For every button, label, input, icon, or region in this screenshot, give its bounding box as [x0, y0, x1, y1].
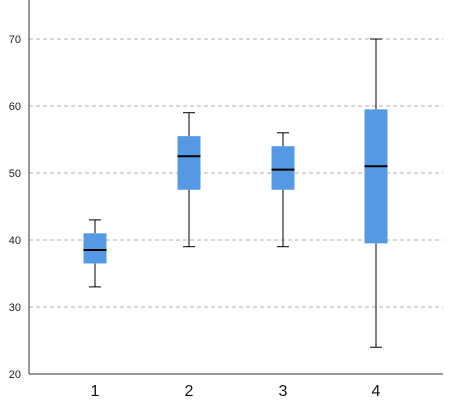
y-tick-label-50: 50	[9, 168, 21, 180]
box-3	[271, 132, 295, 248]
axes	[28, 0, 443, 375]
iqr-box-3	[271, 146, 295, 190]
x-tick-label-3: 3	[279, 383, 288, 400]
iqr-box-1	[83, 233, 107, 264]
box-1	[83, 219, 107, 288]
y-tick-label-30: 30	[9, 302, 21, 314]
y-tick-label-70: 70	[9, 34, 21, 46]
iqr-box-2	[177, 136, 201, 190]
y-tick-label-60: 60	[9, 101, 21, 113]
x-tick-label-4: 4	[372, 383, 381, 400]
y-tick-label-40: 40	[9, 235, 21, 247]
x-tick-label-1: 1	[91, 383, 100, 400]
x-tick-label-2: 2	[185, 383, 194, 400]
x-tick-labels: 1 2 3 4	[91, 383, 381, 400]
iqr-box-4	[364, 109, 388, 244]
box-4	[364, 38, 388, 348]
y-tick-labels: 20 30 40 50 60 70	[9, 34, 21, 381]
y-tick-label-20: 20	[9, 369, 21, 381]
boxes	[83, 38, 388, 348]
box-2	[177, 112, 201, 248]
